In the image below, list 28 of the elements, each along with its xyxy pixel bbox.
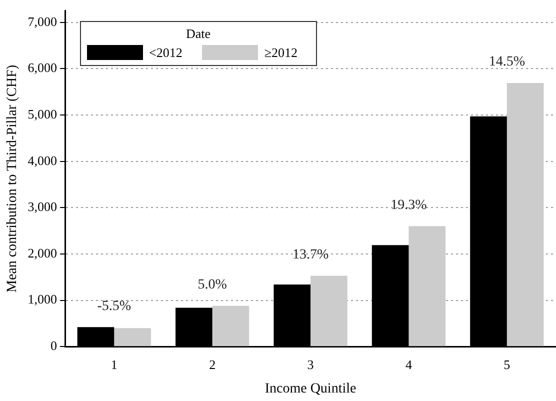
- bar: [114, 328, 151, 346]
- y-tick-label: 4,000: [28, 152, 58, 168]
- legend-title: Date: [185, 26, 212, 42]
- legend-label: <2012: [149, 44, 182, 61]
- annotation: 14.5%: [488, 54, 526, 70]
- bar: [408, 226, 446, 346]
- x-axis-title: Income Quintile: [264, 381, 356, 396]
- x-tick-label: 2: [209, 356, 216, 372]
- y-tick-label: 0: [50, 338, 58, 354]
- bar: [310, 276, 348, 346]
- y-tick-label: 5,000: [28, 106, 58, 122]
- x-tick-label: 3: [307, 356, 314, 372]
- y-axis-title: Mean contribution to Third-Pillar (CHF): [5, 64, 20, 293]
- annotation: 5.0%: [198, 278, 228, 293]
- y-tick-label: 3,000: [28, 199, 58, 214]
- y-tick-label: 6,000: [28, 60, 58, 76]
- y-tick-label: 1,000: [28, 292, 58, 307]
- legend-label: ≥2012: [264, 44, 298, 61]
- annotation: 13.7%: [292, 247, 329, 262]
- y-tick-label: 2,000: [28, 245, 58, 260]
- annotation: 19.3%: [390, 198, 428, 213]
- x-tick-label: 5: [504, 356, 510, 372]
- x-tick-label: 1: [110, 356, 118, 372]
- x-tick-label: 4: [405, 356, 412, 372]
- annotation: -5.5%: [97, 298, 132, 314]
- bar: [506, 83, 544, 346]
- y-tick-label: 7,000: [28, 14, 58, 29]
- bar: [212, 306, 250, 346]
